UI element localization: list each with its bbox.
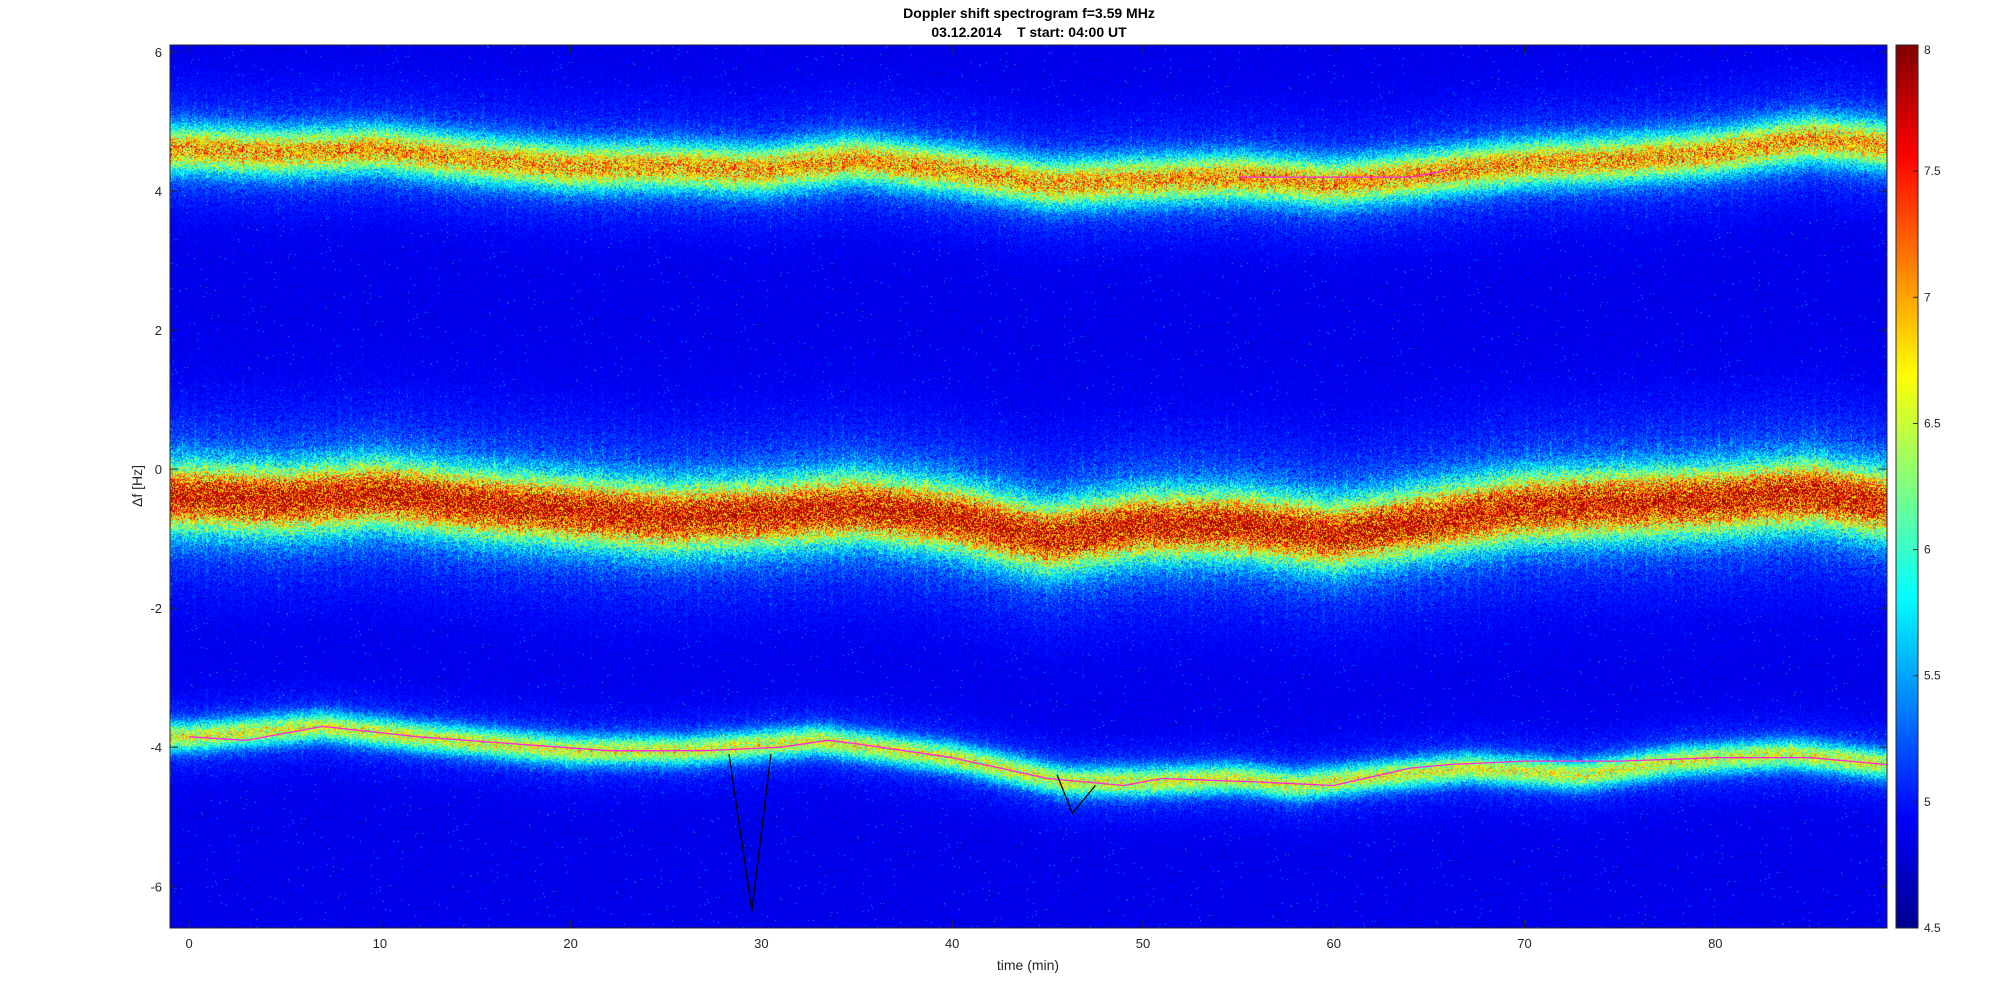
colorbar-tick-label: 8 (1924, 43, 1931, 57)
x-tick-label: 50 (1136, 936, 1150, 951)
y-tick-label: 0 (155, 462, 162, 477)
colorbar-tick-label: 7 (1924, 290, 1931, 304)
chart-title: Doppler shift spectrogram f=3.59 MHz (903, 5, 1155, 21)
x-tick-label: 60 (1327, 936, 1341, 951)
overlay-tracks (189, 169, 1888, 912)
y-tick-label: -4 (150, 740, 162, 755)
x-tick-label: 30 (754, 936, 768, 951)
magenta-track-upper-line (1238, 169, 1449, 178)
colorbar-tick-label: 5.5 (1924, 669, 1941, 683)
colorbar-tick-label: 5 (1924, 795, 1931, 809)
colorbar-tick-label: 6.5 (1924, 416, 1941, 430)
y-tick-label: 4 (155, 184, 162, 199)
chart-subtitle: 03.12.2014 T start: 04:00 UT (931, 24, 1127, 40)
spectrogram-image-container (170, 45, 1887, 928)
y-axis-label: Δf [Hz] (129, 465, 145, 507)
colorbar-tick-label: 6 (1924, 543, 1931, 557)
x-tick-label: 70 (1517, 936, 1531, 951)
x-tick-label: 40 (945, 936, 959, 951)
plot-frame (169, 44, 1888, 929)
y-axis: 6 4 2 0 -2 -4 -6 (150, 45, 1887, 894)
x-tick-label: 20 (563, 936, 577, 951)
y-tick-label: -6 (150, 879, 162, 894)
x-tick-label: 0 (185, 936, 192, 951)
x-tick-label: 80 (1708, 936, 1722, 951)
y-tick-label: 2 (155, 323, 162, 338)
plot-area (169, 44, 1888, 929)
x-axis: 0 10 20 30 40 50 60 70 80 (185, 45, 1723, 951)
colorbar-tick-label: 7.5 (1924, 164, 1941, 178)
black-dip-line (1056, 774, 1096, 814)
x-axis-label: time (min) (997, 957, 1059, 973)
colorbar-gradient (1895, 44, 1919, 929)
y-tick-label: -2 (150, 601, 162, 616)
colorbar: 8 7.5 7 6.5 6 5.5 5 4.5 (1895, 43, 1941, 935)
x-tick-label: 10 (373, 936, 387, 951)
magenta-track-line (189, 725, 1888, 787)
colorbar-ticks: 8 7.5 7 6.5 6 5.5 5 4.5 (1913, 43, 1941, 935)
spectrogram-heatmap (170, 45, 1887, 928)
colorbar-tick-label: 4.5 (1924, 921, 1941, 935)
black-spike-line (728, 754, 772, 912)
y-tick-label: 6 (155, 45, 162, 60)
